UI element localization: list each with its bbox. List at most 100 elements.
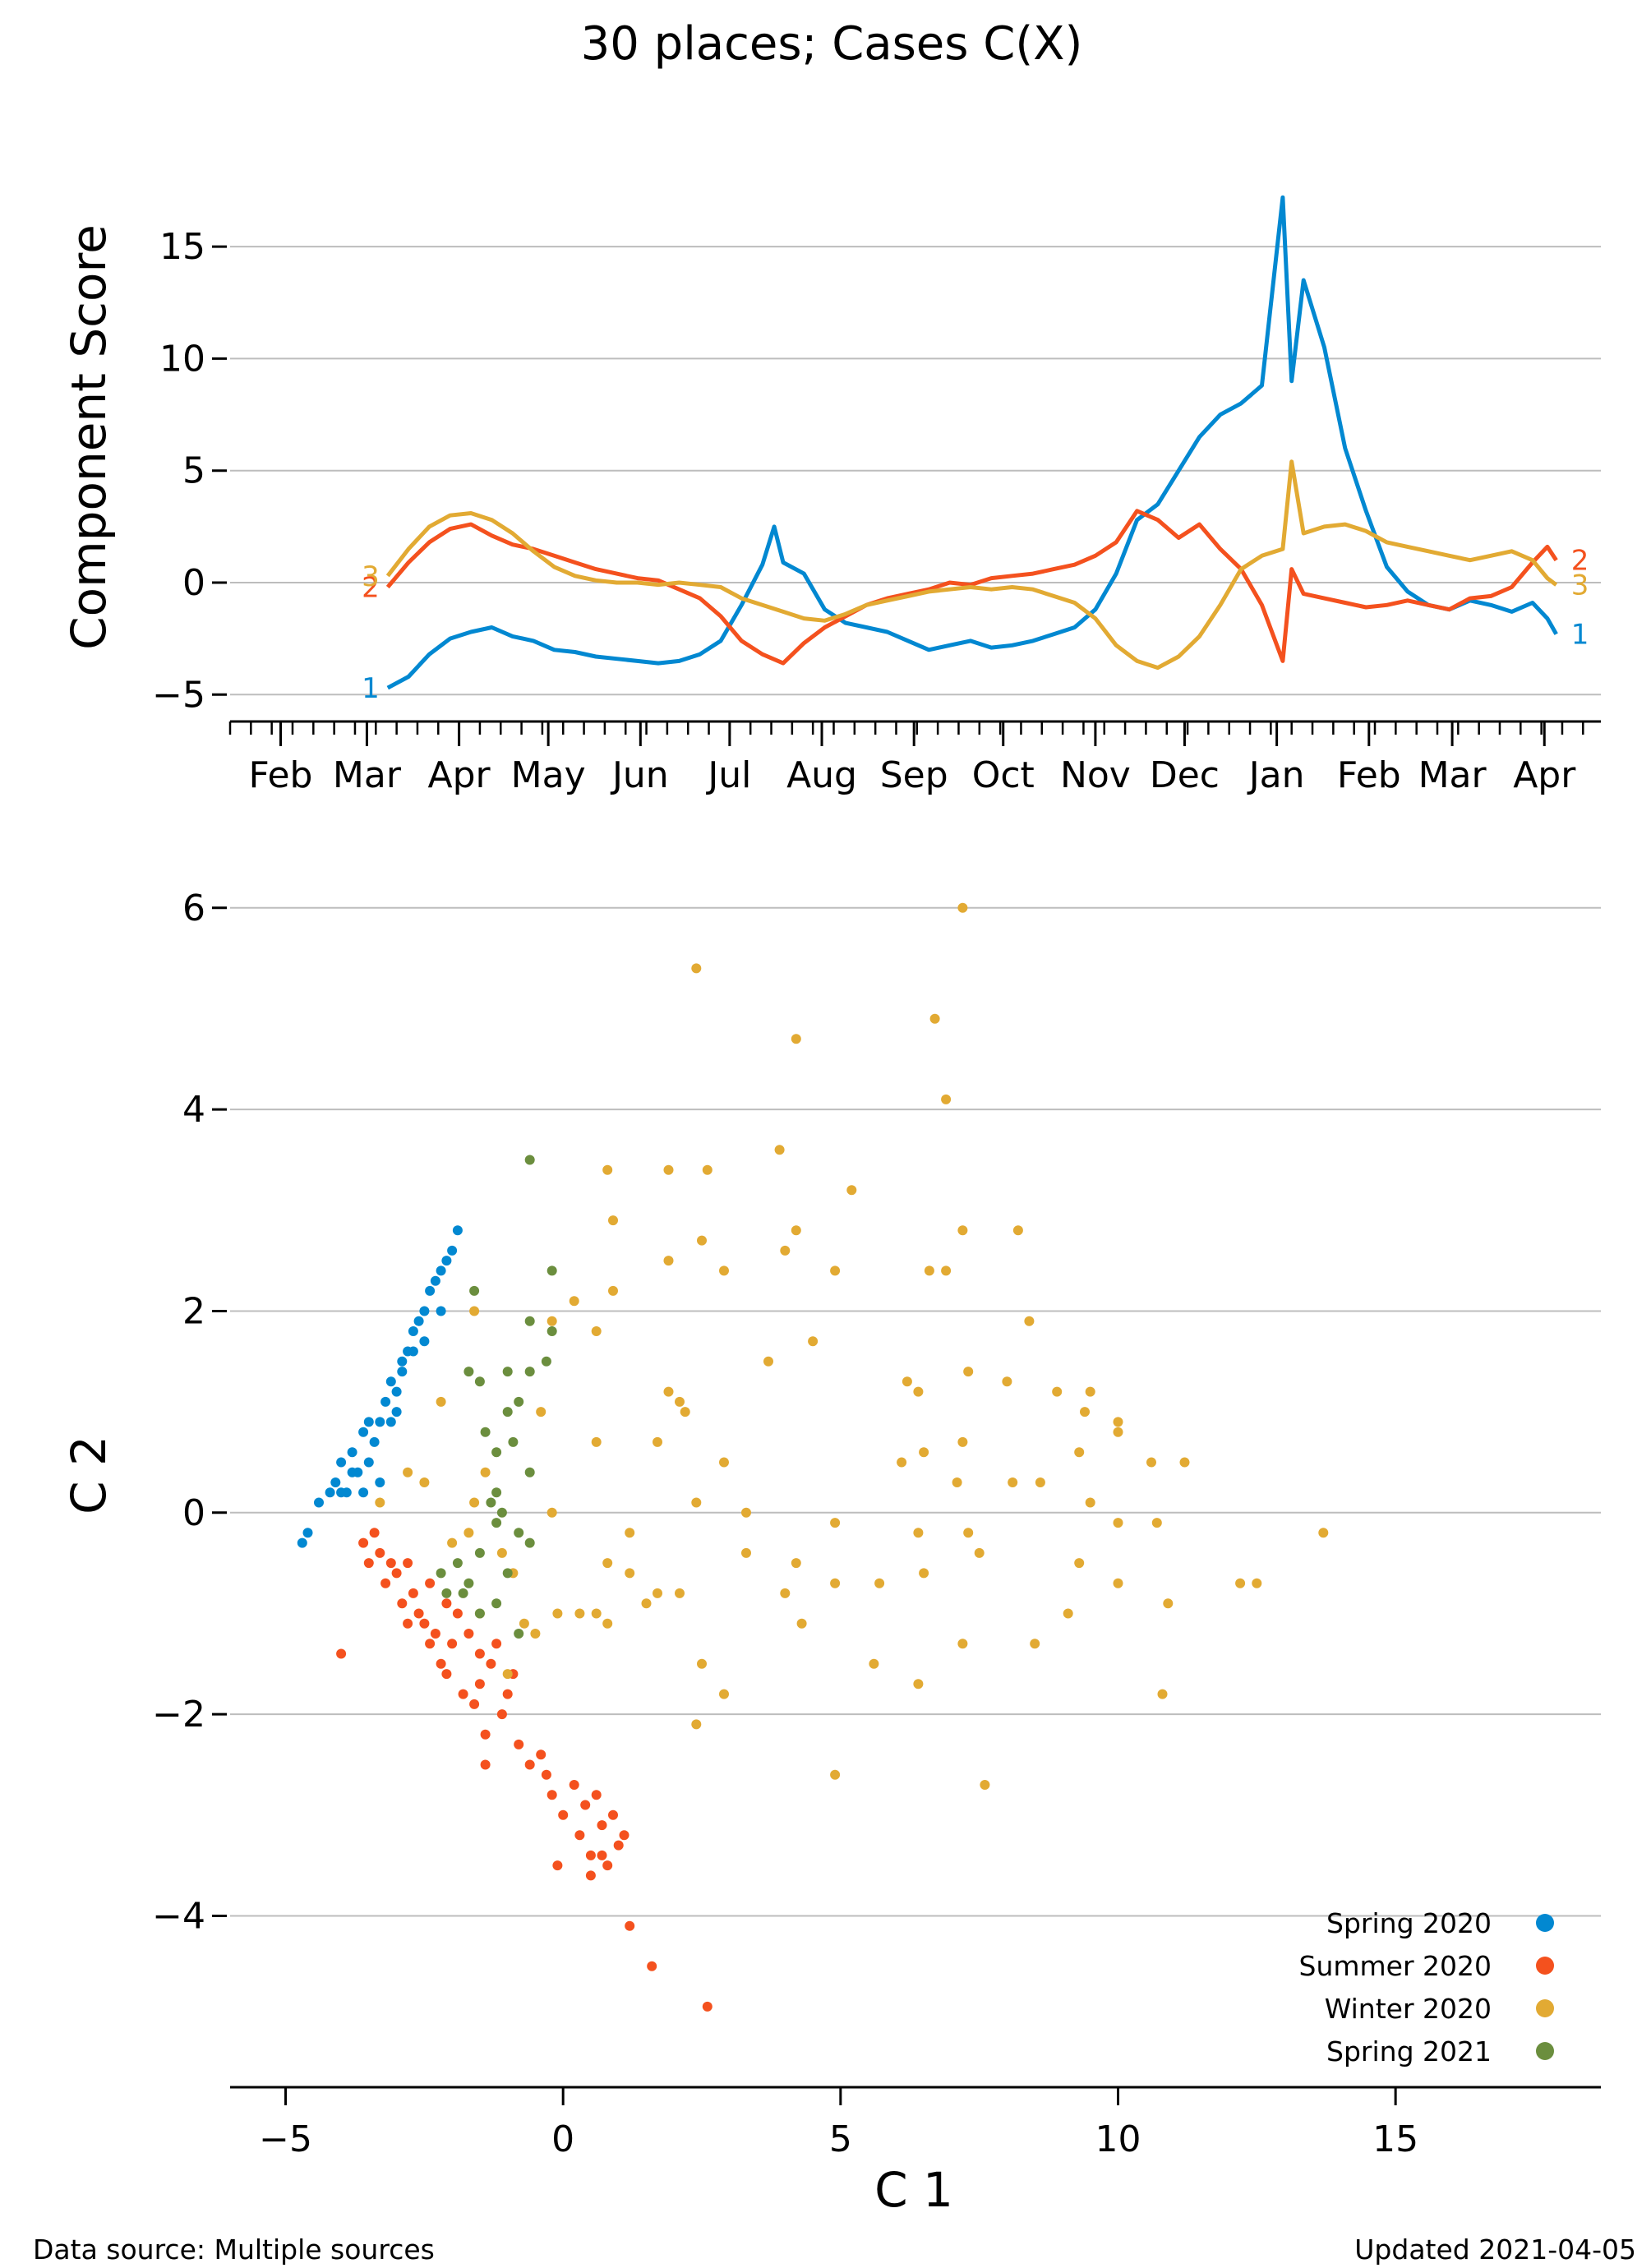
scatter-point bbox=[436, 1658, 446, 1669]
scatter-point bbox=[447, 1245, 458, 1256]
scatter-point bbox=[574, 1608, 585, 1619]
scatter-point bbox=[697, 1235, 707, 1246]
scatter-point bbox=[641, 1598, 652, 1609]
scatter-point bbox=[413, 1608, 424, 1619]
scatter-point bbox=[546, 1316, 557, 1326]
y-tick-label: 4 bbox=[182, 1089, 205, 1131]
series-line-2 bbox=[385, 509, 1558, 666]
scatter-point bbox=[719, 1689, 729, 1699]
scatter-point bbox=[302, 1528, 313, 1538]
scatter-point bbox=[480, 1467, 491, 1477]
scatter-point bbox=[1063, 1608, 1073, 1619]
legend-label: Spring 2020 bbox=[1326, 1907, 1492, 1939]
y-tick-label: 2 bbox=[182, 1290, 205, 1332]
scatter-point bbox=[514, 1528, 524, 1538]
scatter-point bbox=[524, 1367, 535, 1377]
scatter-point bbox=[1157, 1689, 1168, 1699]
scatter-point bbox=[375, 1547, 385, 1558]
top-series-lines bbox=[385, 195, 1558, 690]
scatter-point bbox=[536, 1407, 546, 1418]
scatter-point bbox=[458, 1588, 468, 1598]
scatter-point bbox=[358, 1427, 369, 1437]
scatter-point bbox=[591, 1790, 602, 1800]
scatter-point bbox=[1146, 1457, 1156, 1468]
legend-marker bbox=[1536, 2042, 1554, 2060]
scatter-point bbox=[480, 1427, 491, 1437]
scatter-point bbox=[413, 1316, 424, 1326]
scatter-point bbox=[430, 1629, 440, 1639]
series-start-label: 1 bbox=[362, 672, 380, 705]
x-tick-label: −5 bbox=[259, 2118, 312, 2160]
scatter-point bbox=[913, 1679, 924, 1689]
scatter-point bbox=[541, 1356, 551, 1367]
scatter-point bbox=[1163, 1598, 1174, 1609]
scatter-point bbox=[941, 1094, 952, 1104]
y-tick-label: 5 bbox=[182, 450, 205, 492]
scatter-point bbox=[474, 1648, 485, 1659]
y-tick-label: 0 bbox=[182, 1492, 205, 1534]
scatter-point bbox=[702, 2001, 713, 2012]
scatter-point bbox=[653, 1436, 662, 1447]
scatter-point bbox=[1074, 1558, 1085, 1569]
scatter-point bbox=[552, 1860, 563, 1871]
scatter-point bbox=[791, 1558, 801, 1569]
scatter-point bbox=[719, 1265, 729, 1276]
scatter-point bbox=[385, 1417, 396, 1427]
scatter-point bbox=[430, 1275, 440, 1286]
scatter-point bbox=[653, 1588, 662, 1598]
scatter-point bbox=[546, 1790, 557, 1800]
scatter-point bbox=[480, 1759, 491, 1770]
series-end-label: 3 bbox=[1571, 569, 1589, 602]
scatter-point bbox=[447, 1639, 458, 1649]
scatter-point bbox=[436, 1265, 446, 1276]
scatter-point bbox=[314, 1497, 324, 1508]
scatter-point bbox=[974, 1547, 985, 1558]
scatter-point bbox=[502, 1367, 513, 1377]
scatter-point bbox=[1113, 1417, 1123, 1427]
scatter-point bbox=[436, 1306, 446, 1316]
scatter-point bbox=[1318, 1528, 1329, 1538]
data-source-note: Data source: Multiple sources bbox=[33, 2233, 435, 2266]
scatter-point bbox=[608, 1215, 618, 1226]
scatter-point bbox=[980, 1780, 990, 1790]
scatter-point bbox=[514, 1739, 524, 1749]
scatter-point bbox=[469, 1699, 480, 1709]
scatter-point bbox=[519, 1618, 529, 1629]
x-tick-label: Oct bbox=[972, 754, 1035, 796]
scatter-point bbox=[336, 1457, 347, 1468]
scatter-point bbox=[425, 1578, 436, 1588]
scatter-point bbox=[602, 1618, 613, 1629]
scatter-point bbox=[330, 1477, 341, 1487]
legend-label: Spring 2021 bbox=[1326, 2035, 1492, 2067]
scatter-point bbox=[929, 1013, 940, 1024]
scatter-point bbox=[447, 1537, 458, 1548]
legend-label: Summer 2020 bbox=[1299, 1950, 1492, 1982]
scatter-point bbox=[397, 1356, 408, 1367]
scatter-point bbox=[1179, 1457, 1190, 1468]
scatter-point bbox=[397, 1598, 408, 1609]
scatter-point bbox=[1052, 1386, 1063, 1397]
top-y-axis: −5 0 5 10 15 bbox=[152, 226, 227, 716]
series-line-3 bbox=[385, 459, 1558, 671]
series-end-label: 1 bbox=[1571, 619, 1589, 652]
scatter-point bbox=[796, 1618, 807, 1629]
x-tick-label: Mar bbox=[333, 754, 402, 796]
scatter-point bbox=[336, 1487, 347, 1498]
scatter-point bbox=[491, 1447, 502, 1458]
scatter-point bbox=[391, 1386, 402, 1397]
scatter-point bbox=[1080, 1407, 1090, 1418]
scatter-point bbox=[780, 1245, 791, 1256]
x-tick-label: Feb bbox=[1337, 754, 1401, 796]
scatter-point bbox=[580, 1800, 591, 1810]
scatter-point bbox=[363, 1417, 374, 1427]
scatter-point bbox=[375, 1417, 385, 1427]
x-tick-label: Nov bbox=[1060, 754, 1131, 796]
scatter-point bbox=[791, 1034, 801, 1044]
scatter-point bbox=[602, 1558, 613, 1569]
x-tick-label: 5 bbox=[829, 2118, 852, 2160]
scatter-point bbox=[741, 1507, 751, 1518]
scatter-point bbox=[441, 1669, 452, 1680]
scatter-point bbox=[546, 1326, 557, 1336]
scatter-point bbox=[647, 1961, 657, 1971]
